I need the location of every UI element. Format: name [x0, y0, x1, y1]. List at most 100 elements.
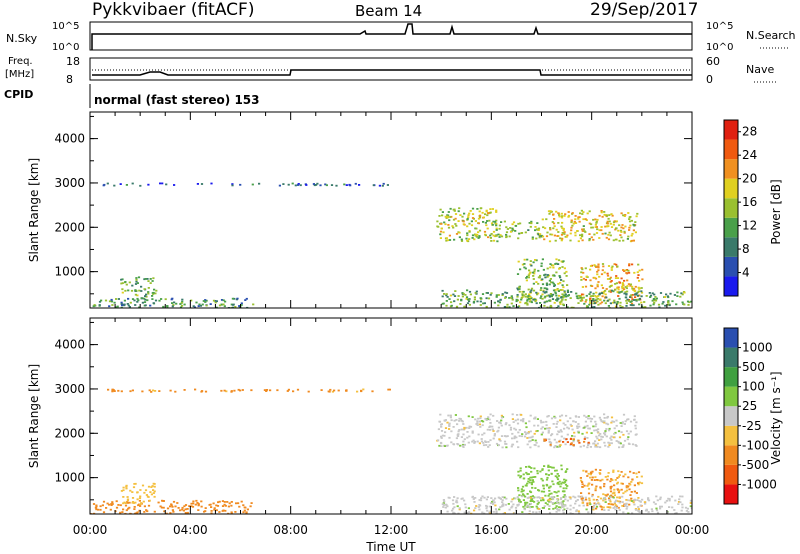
vel-cell — [559, 485, 562, 488]
vel-cell — [136, 511, 139, 514]
power-cell — [526, 258, 529, 261]
vel-cell — [551, 480, 554, 483]
vel-cell — [644, 502, 647, 505]
vel-cell — [124, 502, 127, 505]
power-cell — [511, 223, 514, 226]
vel-cell — [562, 422, 565, 425]
power-cell — [117, 298, 120, 300]
power-cell — [550, 210, 553, 213]
power-cell — [444, 215, 447, 218]
vel-cell — [476, 424, 479, 426]
power-cell — [485, 297, 488, 300]
vel-cell — [197, 509, 200, 511]
power-cell — [461, 215, 464, 218]
vel-cell — [560, 435, 563, 438]
vel-cbar-tick-label: 500 — [742, 360, 765, 374]
vel-cell — [631, 512, 634, 514]
vel-cell — [479, 499, 483, 502]
vel-cell — [456, 423, 459, 426]
vel-cell — [689, 502, 692, 504]
vel-cell — [489, 502, 493, 505]
vel-cell — [499, 506, 502, 508]
vel-cell — [240, 500, 243, 503]
power-cell — [636, 291, 639, 294]
vel-cell — [124, 512, 127, 514]
vel-cell — [449, 414, 452, 417]
power-cell — [252, 303, 255, 306]
power-cell — [532, 282, 535, 285]
power-cell — [173, 184, 176, 186]
power-cell — [569, 239, 572, 242]
power-cell — [566, 284, 569, 286]
power-cell — [514, 225, 518, 227]
power-cell — [556, 288, 559, 291]
vel-cell — [613, 502, 616, 505]
power-cell — [453, 210, 456, 212]
power-cell — [612, 301, 615, 304]
power-cell — [100, 299, 103, 302]
power-cell — [526, 303, 529, 306]
power-cell — [466, 218, 469, 220]
vel-cell — [388, 388, 391, 391]
vel-cell — [465, 426, 468, 429]
power-cell — [611, 214, 614, 217]
vel-cell — [160, 506, 163, 509]
vel-cell — [190, 505, 193, 508]
power-cell — [495, 296, 498, 298]
vel-cell — [595, 435, 598, 438]
vel-cell — [131, 491, 134, 493]
power-cell — [447, 226, 451, 229]
power-cell — [623, 292, 626, 295]
vel-cell — [609, 503, 612, 506]
vel-cell — [510, 506, 513, 509]
vel-cell — [99, 505, 102, 508]
vel-cell — [560, 482, 563, 485]
vel-cell — [571, 435, 574, 437]
power-cell — [120, 303, 123, 305]
power-cell — [580, 298, 583, 300]
vel-cell — [472, 498, 475, 500]
vel-cell — [520, 488, 523, 491]
power-cell — [580, 209, 583, 212]
power-cell — [524, 267, 527, 270]
vel-cell — [139, 495, 142, 498]
vel-cell — [468, 435, 471, 438]
vel-cell — [545, 478, 549, 481]
power-cell — [563, 294, 566, 297]
vel-cell — [136, 491, 139, 494]
vel-cell — [617, 500, 620, 503]
vel-cell — [151, 389, 155, 392]
vel-cell — [587, 415, 590, 417]
vel-cell — [556, 420, 559, 423]
power-cell — [462, 223, 465, 226]
power-cell — [149, 304, 152, 307]
power-cell — [601, 232, 604, 235]
power-cell — [609, 289, 612, 292]
vel-cell — [617, 476, 620, 478]
power-cell — [574, 215, 577, 217]
power-cell — [484, 234, 487, 237]
power-cell — [631, 304, 634, 307]
power-cell — [681, 301, 684, 304]
vel-cell — [121, 511, 124, 513]
vel-cell — [564, 443, 567, 446]
power-cell — [466, 225, 469, 228]
vel-cell — [527, 465, 530, 468]
vel-cell — [596, 445, 599, 448]
power-cell — [233, 297, 236, 300]
vel-cell — [514, 419, 517, 422]
power-cell — [546, 274, 549, 276]
power-cell — [530, 264, 533, 267]
vel-cell — [627, 512, 630, 514]
vel-cell — [548, 511, 552, 514]
vel-cell — [624, 420, 627, 423]
power-cell — [609, 302, 612, 305]
vel-cell — [460, 436, 463, 438]
power-cell — [441, 295, 444, 298]
power-cell — [623, 288, 626, 291]
power-cell — [564, 295, 567, 298]
vel-cell — [566, 420, 569, 423]
power-cell — [653, 301, 656, 304]
vel-cell — [522, 473, 525, 476]
power-cell — [581, 230, 584, 232]
